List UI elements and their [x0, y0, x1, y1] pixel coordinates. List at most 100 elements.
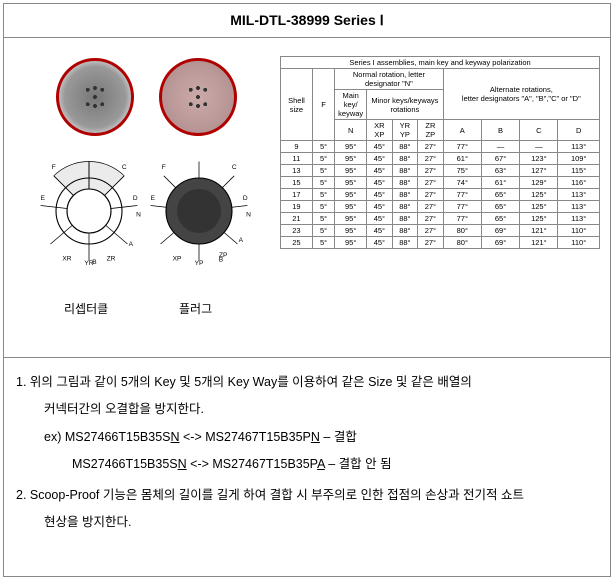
table-cell: 125°	[520, 213, 558, 225]
svg-text:D: D	[133, 195, 138, 202]
table-cell: 13	[281, 165, 313, 177]
table-cell: 109°	[558, 153, 600, 165]
th-alt: Alternate rotations, letter designators …	[443, 69, 599, 120]
table-cell: 75°	[443, 165, 481, 177]
svg-text:N: N	[136, 212, 141, 219]
receptacle-caption: 리셉터클	[64, 300, 108, 317]
table-cell: 45°	[367, 165, 393, 177]
table-cell: 88°	[392, 177, 418, 189]
th-XR: XRXP	[367, 120, 393, 141]
table-cell: 123°	[520, 153, 558, 165]
table-cell: 88°	[392, 165, 418, 177]
ex2-arrow: <->	[187, 457, 213, 471]
table-cell: 45°	[367, 189, 393, 201]
table-cell: 110°	[558, 237, 600, 249]
table-cell: 61°	[481, 177, 519, 189]
table-cell: 63°	[481, 165, 519, 177]
table-cell: 5°	[312, 189, 334, 201]
table-cell: 95°	[335, 177, 367, 189]
table-cell: 116°	[558, 177, 600, 189]
th-f: F	[312, 69, 334, 141]
table-cell: 27°	[418, 225, 444, 237]
table-cell: 27°	[418, 201, 444, 213]
table-cell: 110°	[558, 225, 600, 237]
polarization-table: Series I assemblies, main key and keyway…	[280, 56, 600, 249]
table-cell: 77°	[443, 201, 481, 213]
table-cell: 95°	[335, 237, 367, 249]
table-cell: 127°	[520, 165, 558, 177]
note-1-line1: 1. 위의 그림과 같이 5개의 Key 및 5개의 Key Way를 이용하여…	[16, 372, 598, 393]
notes-panel: 1. 위의 그림과 같이 5개의 Key 및 5개의 Key Way를 이용하여…	[4, 358, 610, 554]
receptacle-keyway-diagram: FC ED NA B XR YR ZR	[34, 156, 144, 266]
table-cell: 67°	[481, 153, 519, 165]
table-cell: 95°	[335, 165, 367, 177]
table-row: 195°95°45°88°27°77°65°125°113°	[281, 201, 600, 213]
table-cell: 5°	[312, 237, 334, 249]
table-cell: 113°	[558, 213, 600, 225]
ex2-res: – 결합 안 됨	[325, 457, 392, 471]
figure-panel: FC ED NA B XR YR ZR	[4, 38, 610, 358]
table-cell: 45°	[367, 153, 393, 165]
table-cell: 45°	[367, 201, 393, 213]
table-cell: 88°	[392, 213, 418, 225]
ex1-bu: N	[311, 430, 320, 444]
table-cell: 95°	[335, 141, 367, 153]
th-N: N	[335, 120, 367, 141]
th-B: B	[481, 120, 519, 141]
table-cell: 121°	[520, 237, 558, 249]
note-2-line1: 2. Scoop-Proof 기능은 몸체의 길이를 길게 하여 결합 시 부주…	[16, 485, 598, 506]
table-cell: 27°	[418, 213, 444, 225]
table-cell: 5°	[312, 141, 334, 153]
table-cell: 113°	[558, 141, 600, 153]
table-cell: 125°	[520, 201, 558, 213]
ex1-b: MS27467T15B35P	[205, 430, 311, 444]
table-cell: 9	[281, 141, 313, 153]
table-cell: 5°	[312, 153, 334, 165]
th-alt-a: Alternate rotations,	[490, 85, 553, 94]
example-line-2: MS27466T15B35SN <-> MS27467T15B35PA – 결합…	[16, 454, 598, 475]
plug-keyway-diagram: CD NA BFE XP YP ZP	[144, 156, 254, 266]
polarization-table-wrap: Series I assemblies, main key and keyway…	[280, 56, 600, 249]
table-cell: 25	[281, 237, 313, 249]
table-cell: 5°	[312, 225, 334, 237]
table-cell: 27°	[418, 141, 444, 153]
table-cell: 27°	[418, 177, 444, 189]
table-cell: 95°	[335, 201, 367, 213]
svg-text:A: A	[239, 237, 244, 244]
table-cell: 27°	[418, 165, 444, 177]
table-cell: 113°	[558, 201, 600, 213]
table-cell: 125°	[520, 189, 558, 201]
svg-text:D: D	[243, 195, 248, 202]
table-cell: 88°	[392, 225, 418, 237]
table-cell: 69°	[481, 225, 519, 237]
table-cell: 115°	[558, 165, 600, 177]
plug-photo	[159, 58, 237, 136]
svg-text:E: E	[151, 195, 156, 202]
table-cell: 27°	[418, 153, 444, 165]
table-cell: 88°	[392, 237, 418, 249]
ex2-b: MS27467T15B35P	[212, 457, 317, 471]
th-mainkey: Main key/ keyway	[335, 90, 367, 120]
table-row: 95°95°45°88°27°77°——113°	[281, 141, 600, 153]
ex2-bu: A	[317, 457, 325, 471]
ex1-a: MS27466T15B35S	[65, 430, 171, 444]
zr-label: ZR	[107, 256, 116, 263]
table-cell: 95°	[335, 213, 367, 225]
table-cell: 21	[281, 213, 313, 225]
svg-text:C: C	[232, 164, 237, 171]
table-row: 215°95°45°88°27°77°65°125°113°	[281, 213, 600, 225]
xp-label: XP	[173, 256, 182, 263]
table-cell: 69°	[481, 237, 519, 249]
example-line-1: ex) MS27466T15B35SN <-> MS27467T15B35PN …	[16, 427, 598, 448]
table-row: 175°95°45°88°27°77°65°125°113°	[281, 189, 600, 201]
zp-label: ZP	[219, 252, 228, 259]
table-cell: 88°	[392, 153, 418, 165]
table-row: 255°95°45°88°27°80°69°121°110°	[281, 237, 600, 249]
table-cell: 80°	[443, 225, 481, 237]
th-A: A	[443, 120, 481, 141]
table-cell: 27°	[418, 237, 444, 249]
table-cell: 65°	[481, 213, 519, 225]
table-cell: 45°	[367, 177, 393, 189]
ex-label: ex)	[44, 430, 61, 444]
svg-text:N: N	[246, 212, 251, 219]
